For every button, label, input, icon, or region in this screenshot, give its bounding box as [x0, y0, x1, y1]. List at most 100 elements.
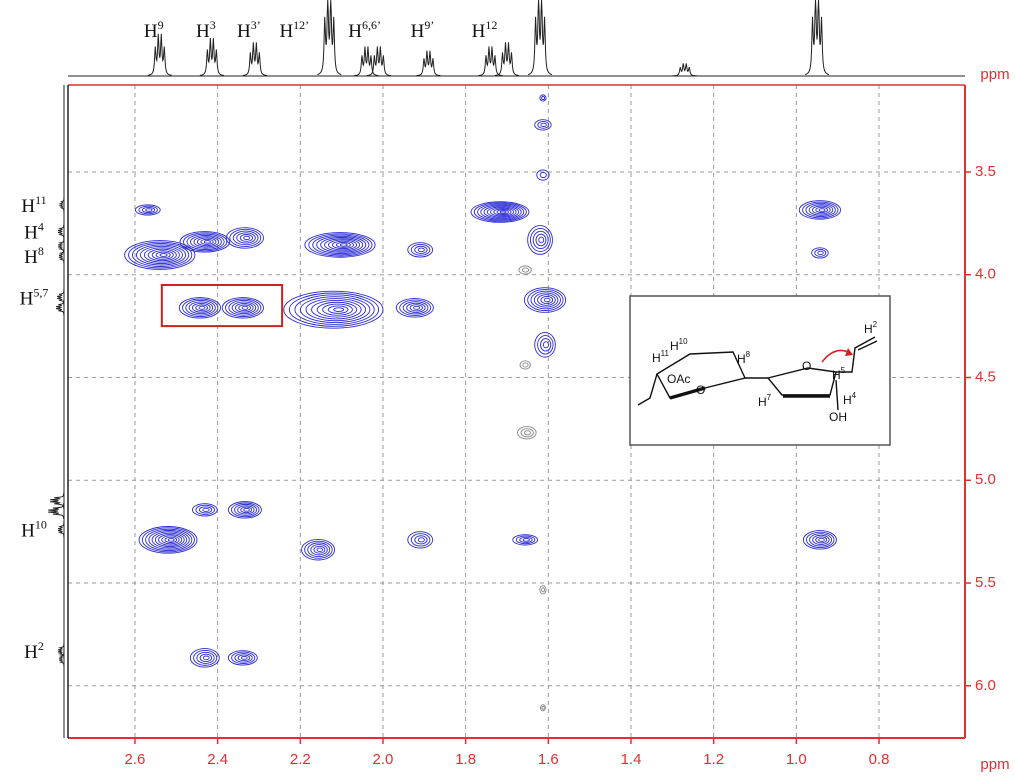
- contour-level: [307, 542, 331, 558]
- atom-label: H4: [843, 391, 857, 407]
- contour-level: [402, 301, 429, 315]
- atom-label: OH: [829, 410, 847, 424]
- atom-label: H5: [832, 366, 846, 382]
- projection-peak: [366, 46, 391, 77]
- contour-level: [540, 296, 554, 304]
- projection-peak: [58, 651, 65, 668]
- cross-peak: [178, 297, 221, 319]
- contour-level: [141, 527, 195, 553]
- contour-level: [818, 537, 825, 542]
- contour-level: [523, 287, 567, 313]
- contour-level: [530, 290, 561, 310]
- contour-level: [541, 587, 546, 593]
- cross-peak: [227, 501, 262, 519]
- contour-level: [237, 654, 251, 662]
- contour-level: [313, 545, 326, 554]
- contour-level: [158, 534, 183, 546]
- contour-level: [155, 251, 171, 259]
- contour-level: [304, 540, 333, 559]
- contour-level: [310, 544, 328, 556]
- label-sup: 9’: [424, 18, 434, 32]
- cross-peak: [540, 704, 546, 712]
- contour-level: [522, 362, 529, 368]
- atom-label: H10: [670, 337, 688, 353]
- contour-level: [143, 247, 180, 263]
- contour-level: [135, 244, 187, 266]
- contour-level: [818, 208, 826, 212]
- contour-level: [490, 207, 515, 217]
- contour-level: [202, 655, 210, 661]
- contour-level: [539, 94, 547, 102]
- contour-level: [486, 206, 517, 218]
- cross-peak: [225, 227, 264, 249]
- contour-level: [817, 250, 824, 256]
- peak-label: H12’: [279, 18, 309, 43]
- label-sup: 11: [35, 193, 47, 207]
- atom-label: H2: [864, 320, 878, 336]
- inset-frame: [629, 295, 891, 446]
- contour-level: [316, 235, 367, 254]
- contour-level: [159, 253, 168, 257]
- contour-level: [537, 294, 556, 306]
- contour-level: [186, 233, 225, 250]
- contour-level: [470, 201, 530, 223]
- contour-level: [161, 535, 180, 545]
- contour-level: [808, 204, 834, 216]
- contour-level: [189, 648, 220, 668]
- contour-level: [138, 526, 198, 554]
- atom-label: OAc: [667, 372, 690, 386]
- cross-peak: [512, 534, 539, 546]
- contour-level: [410, 243, 431, 256]
- x-tick-label: 1.4: [621, 751, 642, 768]
- peak-label: H4: [24, 219, 44, 244]
- contour-level: [395, 298, 434, 318]
- cross-peak: [523, 287, 567, 313]
- contour-level: [537, 335, 554, 355]
- contour-level: [417, 537, 425, 543]
- label-sup: 6,6’: [362, 18, 381, 32]
- contour-level: [241, 305, 249, 310]
- cross-peak: [517, 426, 537, 440]
- x-tick-label: 1.8: [455, 751, 476, 768]
- contour-level: [240, 655, 248, 660]
- projection-peak: [58, 196, 65, 213]
- contour-level: [331, 240, 354, 250]
- contour-level: [193, 649, 218, 666]
- cross-peak: [539, 585, 547, 595]
- contour-level: [200, 238, 214, 245]
- projection-peak: [199, 38, 224, 76]
- projection-peak: [672, 63, 697, 77]
- contour-level: [198, 305, 206, 310]
- peak-label: H2: [24, 639, 44, 664]
- label-base: H: [144, 21, 158, 42]
- contour-level: [407, 531, 434, 549]
- contour-level: [167, 538, 175, 542]
- contour-level: [535, 233, 547, 247]
- contour-level: [227, 650, 258, 666]
- contour-level: [128, 241, 193, 269]
- contour-level: [517, 426, 537, 440]
- x-tick-label: 1.2: [703, 751, 724, 768]
- label-base: H: [472, 21, 486, 42]
- contour-level: [477, 203, 525, 221]
- contour-level: [139, 245, 183, 265]
- contour-level: [324, 238, 361, 252]
- contour-level: [527, 225, 553, 255]
- contour-level: [145, 528, 193, 551]
- contour-level: [812, 534, 830, 545]
- contour-level: [189, 234, 222, 249]
- contour-level: [815, 536, 828, 544]
- projection-peak: [416, 50, 441, 77]
- contour-level: [164, 536, 178, 543]
- projection-peak: [58, 248, 65, 265]
- contour-level: [410, 533, 431, 547]
- x-tick-label: 2.2: [290, 751, 311, 768]
- contour-level: [540, 122, 547, 128]
- cross-peak: [227, 650, 258, 666]
- structure-inset: H11 H10 H8 H7 H5 H4 H2 OAc O O OH: [629, 295, 891, 446]
- contour-level: [806, 531, 835, 549]
- peak-label: H9: [144, 18, 164, 43]
- contour-level: [202, 507, 210, 512]
- label-base: H: [24, 642, 38, 663]
- contour-level: [308, 233, 373, 257]
